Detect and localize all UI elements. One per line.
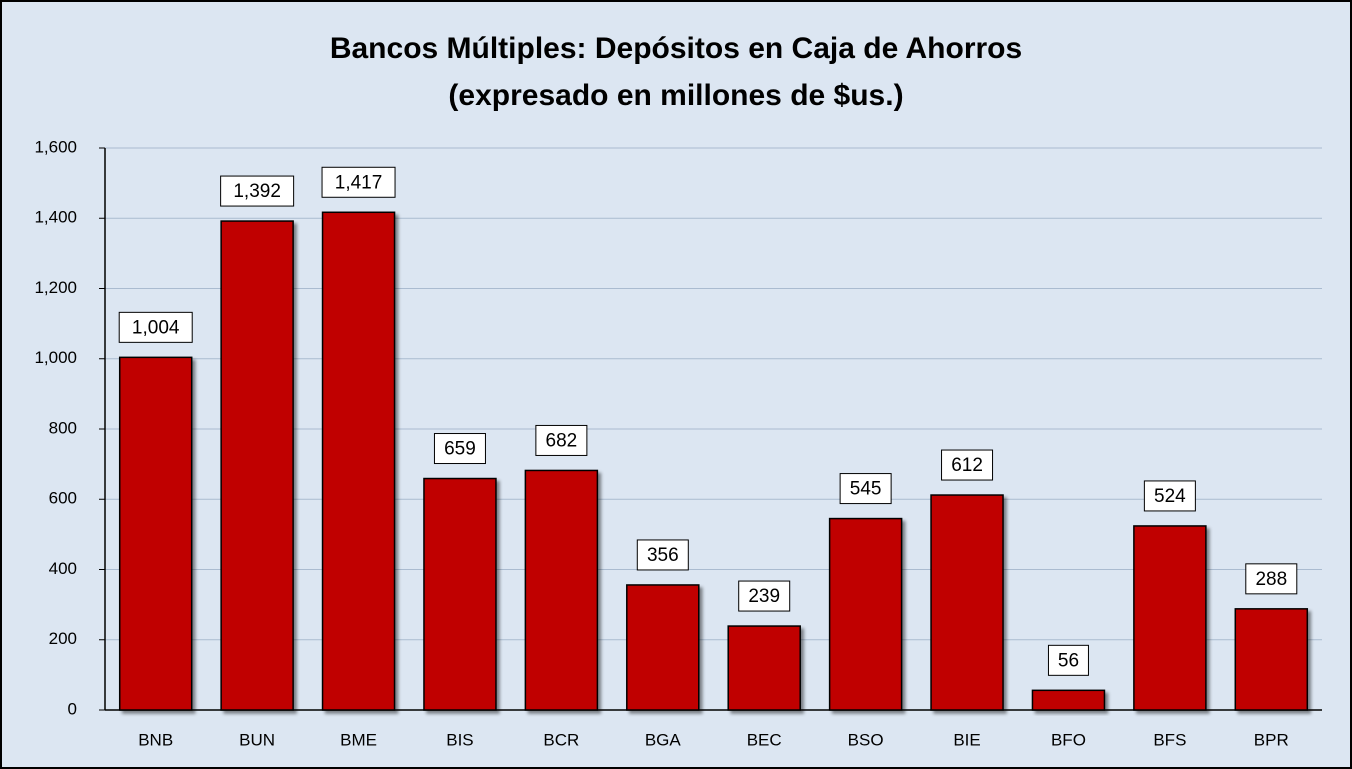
y-tick-label: 600 — [49, 489, 77, 508]
bar — [524, 469, 599, 711]
x-tick-label: BFS — [1153, 730, 1186, 749]
x-tick-label: BME — [340, 730, 377, 749]
y-tick-label: 1,000 — [34, 348, 77, 367]
x-tick-label: BSO — [848, 730, 884, 749]
bar — [321, 211, 396, 711]
value-label: 612 — [951, 455, 983, 476]
value-label: 56 — [1058, 650, 1079, 671]
bar — [1133, 525, 1207, 711]
value-label-box — [220, 175, 295, 207]
value-label: 239 — [748, 586, 780, 607]
y-tick-label: 200 — [49, 629, 77, 648]
value-label-box — [118, 311, 193, 343]
value-label-box — [1047, 644, 1089, 676]
value-label-box — [1245, 563, 1298, 595]
x-tick-label: BUN — [239, 730, 275, 749]
value-label-box — [321, 166, 396, 198]
x-tick-label: BFO — [1051, 730, 1086, 749]
y-tick-label: 0 — [68, 699, 77, 718]
value-label-box — [636, 539, 689, 571]
value-label-box — [535, 424, 588, 456]
bar — [828, 517, 903, 711]
chart-title: Bancos Múltiples: Depósitos en Caja de A… — [330, 32, 1022, 65]
y-tick-label: 1,600 — [34, 137, 77, 156]
bar — [1234, 608, 1309, 711]
x-tick-label: BIS — [446, 730, 473, 749]
bar — [930, 494, 1004, 711]
y-tick-label: 800 — [49, 418, 77, 437]
bar — [423, 477, 497, 711]
x-tick-label: BPR — [1254, 730, 1289, 749]
y-tick-label: 1,200 — [34, 278, 77, 297]
value-label: 1,417 — [335, 172, 383, 193]
value-label: 1,004 — [132, 317, 180, 338]
value-label: 682 — [546, 430, 578, 451]
x-tick-label: BGA — [645, 730, 682, 749]
value-label: 545 — [850, 479, 882, 500]
value-label-box — [941, 449, 994, 481]
chart-subtitle: (expresado en millones de $us.) — [448, 79, 903, 112]
bar — [626, 584, 700, 711]
value-label: 356 — [647, 545, 679, 566]
value-label: 524 — [1154, 486, 1186, 507]
x-tick-label: BEC — [747, 730, 782, 749]
y-tick-label: 400 — [49, 559, 77, 578]
bar — [727, 625, 801, 711]
value-label: 1,392 — [233, 181, 281, 202]
bar — [220, 220, 294, 711]
value-label: 659 — [444, 439, 476, 460]
value-label: 288 — [1255, 569, 1287, 590]
y-tick-label: 1,400 — [34, 208, 77, 227]
x-tick-label: BCR — [543, 730, 579, 749]
x-tick-label: BIE — [953, 730, 980, 749]
x-tick-label: BNB — [138, 730, 173, 749]
bar — [118, 356, 193, 711]
value-label-box — [839, 473, 892, 505]
value-label-box — [433, 433, 486, 465]
value-label-box — [738, 580, 791, 612]
value-label-box — [1143, 480, 1196, 512]
bar — [1031, 689, 1106, 711]
